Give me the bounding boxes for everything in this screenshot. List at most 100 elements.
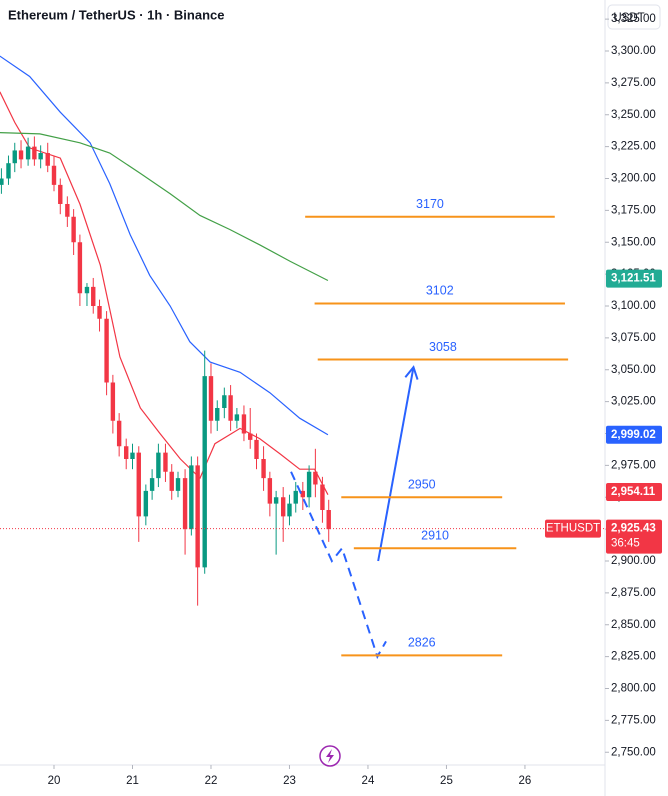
candle-body xyxy=(320,484,325,510)
x-tick-label: 25 xyxy=(440,775,453,787)
candle-body xyxy=(261,459,266,479)
y-tick-label: 3,075.00 xyxy=(611,332,656,344)
price-badge xyxy=(606,483,662,502)
x-tick-label: 21 xyxy=(126,775,139,787)
level-label: 3102 xyxy=(426,284,454,298)
y-tick-label: 3,150.00 xyxy=(611,236,656,248)
candle-body xyxy=(149,478,155,491)
candle-body xyxy=(104,318,109,383)
candle-body xyxy=(136,452,141,517)
candle-body xyxy=(241,414,247,434)
candle-body xyxy=(143,490,149,517)
x-tick-label: 26 xyxy=(519,775,532,787)
candle-body xyxy=(234,414,240,421)
candle-body xyxy=(202,376,207,568)
x-tick-label: 20 xyxy=(48,775,61,787)
candle-body xyxy=(189,465,194,530)
candle-body xyxy=(97,306,102,319)
projection-path xyxy=(290,471,387,660)
y-tick-label: 3,250.00 xyxy=(611,109,656,121)
last-price-badge xyxy=(606,519,662,554)
y-tick-label: 3,175.00 xyxy=(611,204,656,216)
candle-body xyxy=(0,178,4,185)
level-label: 3058 xyxy=(429,340,457,354)
candle-body xyxy=(273,497,279,504)
candle-body xyxy=(280,497,286,517)
y-tick-label: 2,825.00 xyxy=(611,651,656,663)
event-bolt xyxy=(326,749,334,763)
candle-body xyxy=(25,146,31,160)
countdown: 36:45 xyxy=(611,538,640,550)
candle-body xyxy=(267,478,273,504)
candle-body xyxy=(51,165,57,185)
candle-body xyxy=(58,184,63,204)
y-tick-label: 2,800.00 xyxy=(611,683,656,695)
candle-body xyxy=(195,465,200,568)
y-tick-label: 2,975.00 xyxy=(611,459,656,471)
candle-body xyxy=(77,242,83,294)
candle-body xyxy=(169,471,174,491)
x-tick-label: 23 xyxy=(283,775,296,787)
chart-title: Ethereum / TetherUS · 1h · Binance xyxy=(8,7,224,22)
candle-body xyxy=(45,153,50,166)
moving-average xyxy=(0,55,329,436)
price-badge xyxy=(606,269,662,288)
price-badge xyxy=(606,425,662,444)
y-tick-label: 3,300.00 xyxy=(611,45,656,57)
y-tick-label: 3,025.00 xyxy=(611,396,656,408)
y-tick-label: 3,050.00 xyxy=(611,364,656,376)
level-label: 2950 xyxy=(408,478,436,492)
y-tick-label: 3,225.00 xyxy=(611,141,656,153)
price-badge-label: 3,121.51 xyxy=(611,273,656,285)
candle-body xyxy=(326,510,331,530)
candle-body xyxy=(6,163,11,179)
candle-body xyxy=(84,286,90,294)
candle-body xyxy=(110,382,116,421)
y-tick-label: 3,100.00 xyxy=(611,300,656,312)
candle-body xyxy=(163,452,168,472)
candle-body xyxy=(215,408,220,421)
currency-box[interactable] xyxy=(607,4,661,30)
price-badge-label: 2,954.11 xyxy=(611,486,656,498)
level-label: 2910 xyxy=(421,529,449,543)
arrow-head xyxy=(404,365,419,380)
candle-body xyxy=(287,503,292,517)
y-tick-label: 3,325.00 xyxy=(611,13,656,25)
currency-label[interactable]: USDT xyxy=(613,12,644,24)
moving-average xyxy=(0,91,329,495)
y-tick-label: 2,850.00 xyxy=(611,619,656,631)
candle-body xyxy=(175,478,181,491)
candle-body xyxy=(182,478,188,530)
x-tick-label: 22 xyxy=(205,775,218,787)
candle-body xyxy=(293,490,298,504)
candle-body xyxy=(228,395,233,421)
candle-body xyxy=(116,420,122,447)
symbol-label: ETHUSDT xyxy=(546,523,600,535)
x-tick-label: 24 xyxy=(362,775,375,787)
candle-body xyxy=(208,376,214,421)
candle-body xyxy=(65,204,70,217)
candle-body xyxy=(300,490,306,498)
symbol-badge xyxy=(545,519,601,538)
candle-body xyxy=(32,146,37,160)
candle-body xyxy=(12,150,17,164)
candle-body xyxy=(313,471,318,485)
moving-average xyxy=(0,132,329,282)
candle-body xyxy=(156,452,161,479)
y-tick-label: 2,750.00 xyxy=(611,746,656,758)
candle-body xyxy=(248,433,253,440)
level-label: 3170 xyxy=(416,197,444,211)
candle-body xyxy=(306,471,312,498)
candle-body xyxy=(254,439,259,459)
candle-body xyxy=(91,286,96,306)
last-price-label: 2,925.43 xyxy=(611,523,656,535)
candle-body xyxy=(130,452,135,459)
candle-body xyxy=(222,395,227,408)
candle-body xyxy=(71,216,76,243)
candle-body xyxy=(124,446,129,459)
y-tick-label: 3,275.00 xyxy=(611,77,656,89)
candle-body xyxy=(18,150,24,160)
level-label: 2826 xyxy=(408,636,436,650)
